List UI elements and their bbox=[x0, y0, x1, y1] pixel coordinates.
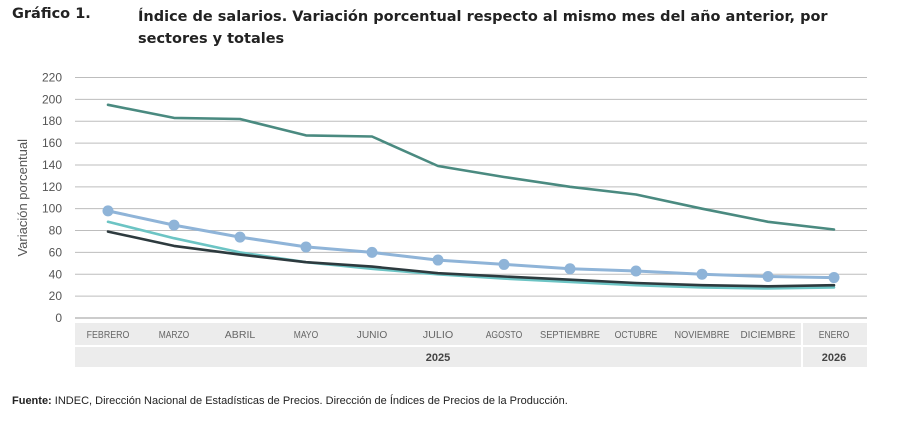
x-tick-label: AGOSTO bbox=[486, 330, 523, 341]
y-tick-label: 160 bbox=[42, 136, 62, 150]
x-tick-label: NOVIEMBRE bbox=[675, 330, 730, 341]
y-tick-label: 200 bbox=[42, 92, 62, 106]
series-line bbox=[106, 103, 836, 231]
data-point bbox=[366, 246, 378, 258]
data-point bbox=[564, 263, 576, 275]
source-note: Fuente: INDEC, Dirección Nacional de Est… bbox=[12, 395, 568, 407]
x-tick-label: ENERO bbox=[819, 330, 850, 341]
y-tick-label: 80 bbox=[49, 224, 63, 238]
y-tick-label: 40 bbox=[49, 267, 63, 281]
y-tick-label: 180 bbox=[42, 114, 62, 128]
y-tick-label: 140 bbox=[42, 158, 62, 172]
x-tick-label: ABRIL bbox=[225, 330, 256, 341]
x-tick-label: MAYO bbox=[294, 330, 319, 341]
year-band bbox=[803, 347, 867, 367]
line-chart: 0 20 40 60 80 100 120 140 160 180 200 220 Variación … bbox=[15, 71, 867, 367]
series-line bbox=[106, 230, 836, 288]
y-tick-label: 0 bbox=[55, 311, 62, 325]
series-line bbox=[106, 209, 836, 280]
y-axis-label: Variación porcentual bbox=[15, 139, 30, 257]
month-band bbox=[75, 323, 801, 345]
year-label: 2026 bbox=[822, 352, 846, 364]
year-label: 2025 bbox=[426, 352, 450, 364]
x-tick-label: JUNIO bbox=[357, 330, 388, 341]
source-text: INDEC, Dirección Nacional de Estadística… bbox=[54, 395, 568, 407]
year-band bbox=[75, 347, 801, 367]
figure-label: Gráfico 1. bbox=[12, 6, 91, 22]
x-tick-label: FEBRERO bbox=[87, 330, 130, 341]
month-band bbox=[803, 323, 867, 345]
data-point bbox=[498, 258, 510, 270]
data-point bbox=[432, 254, 444, 266]
y-tick-label: 20 bbox=[49, 289, 63, 303]
x-tick-label: JULIO bbox=[423, 330, 454, 341]
series-line bbox=[106, 220, 836, 290]
data-point bbox=[300, 241, 312, 253]
source-prefix: Fuente: bbox=[12, 395, 52, 407]
data-point bbox=[234, 231, 246, 243]
data-point bbox=[696, 268, 708, 280]
data-point bbox=[168, 219, 180, 231]
x-tick-label: MARZO bbox=[159, 330, 190, 341]
y-tick-label: 120 bbox=[42, 180, 62, 194]
y-tick-label: 100 bbox=[42, 202, 62, 216]
y-tick-label: 60 bbox=[49, 245, 63, 259]
data-point bbox=[762, 270, 774, 282]
x-tick-label: SEPTIEMBRE bbox=[540, 330, 600, 341]
y-tick-label: 220 bbox=[42, 71, 62, 85]
x-tick-label: OCTUBRE bbox=[615, 330, 658, 341]
data-point bbox=[828, 272, 840, 284]
chart-title: Índice de salarios. Variación porcentual… bbox=[138, 9, 828, 47]
data-point bbox=[630, 265, 642, 277]
data-point bbox=[102, 205, 114, 217]
x-tick-label: DICIEMBRE bbox=[741, 330, 796, 341]
